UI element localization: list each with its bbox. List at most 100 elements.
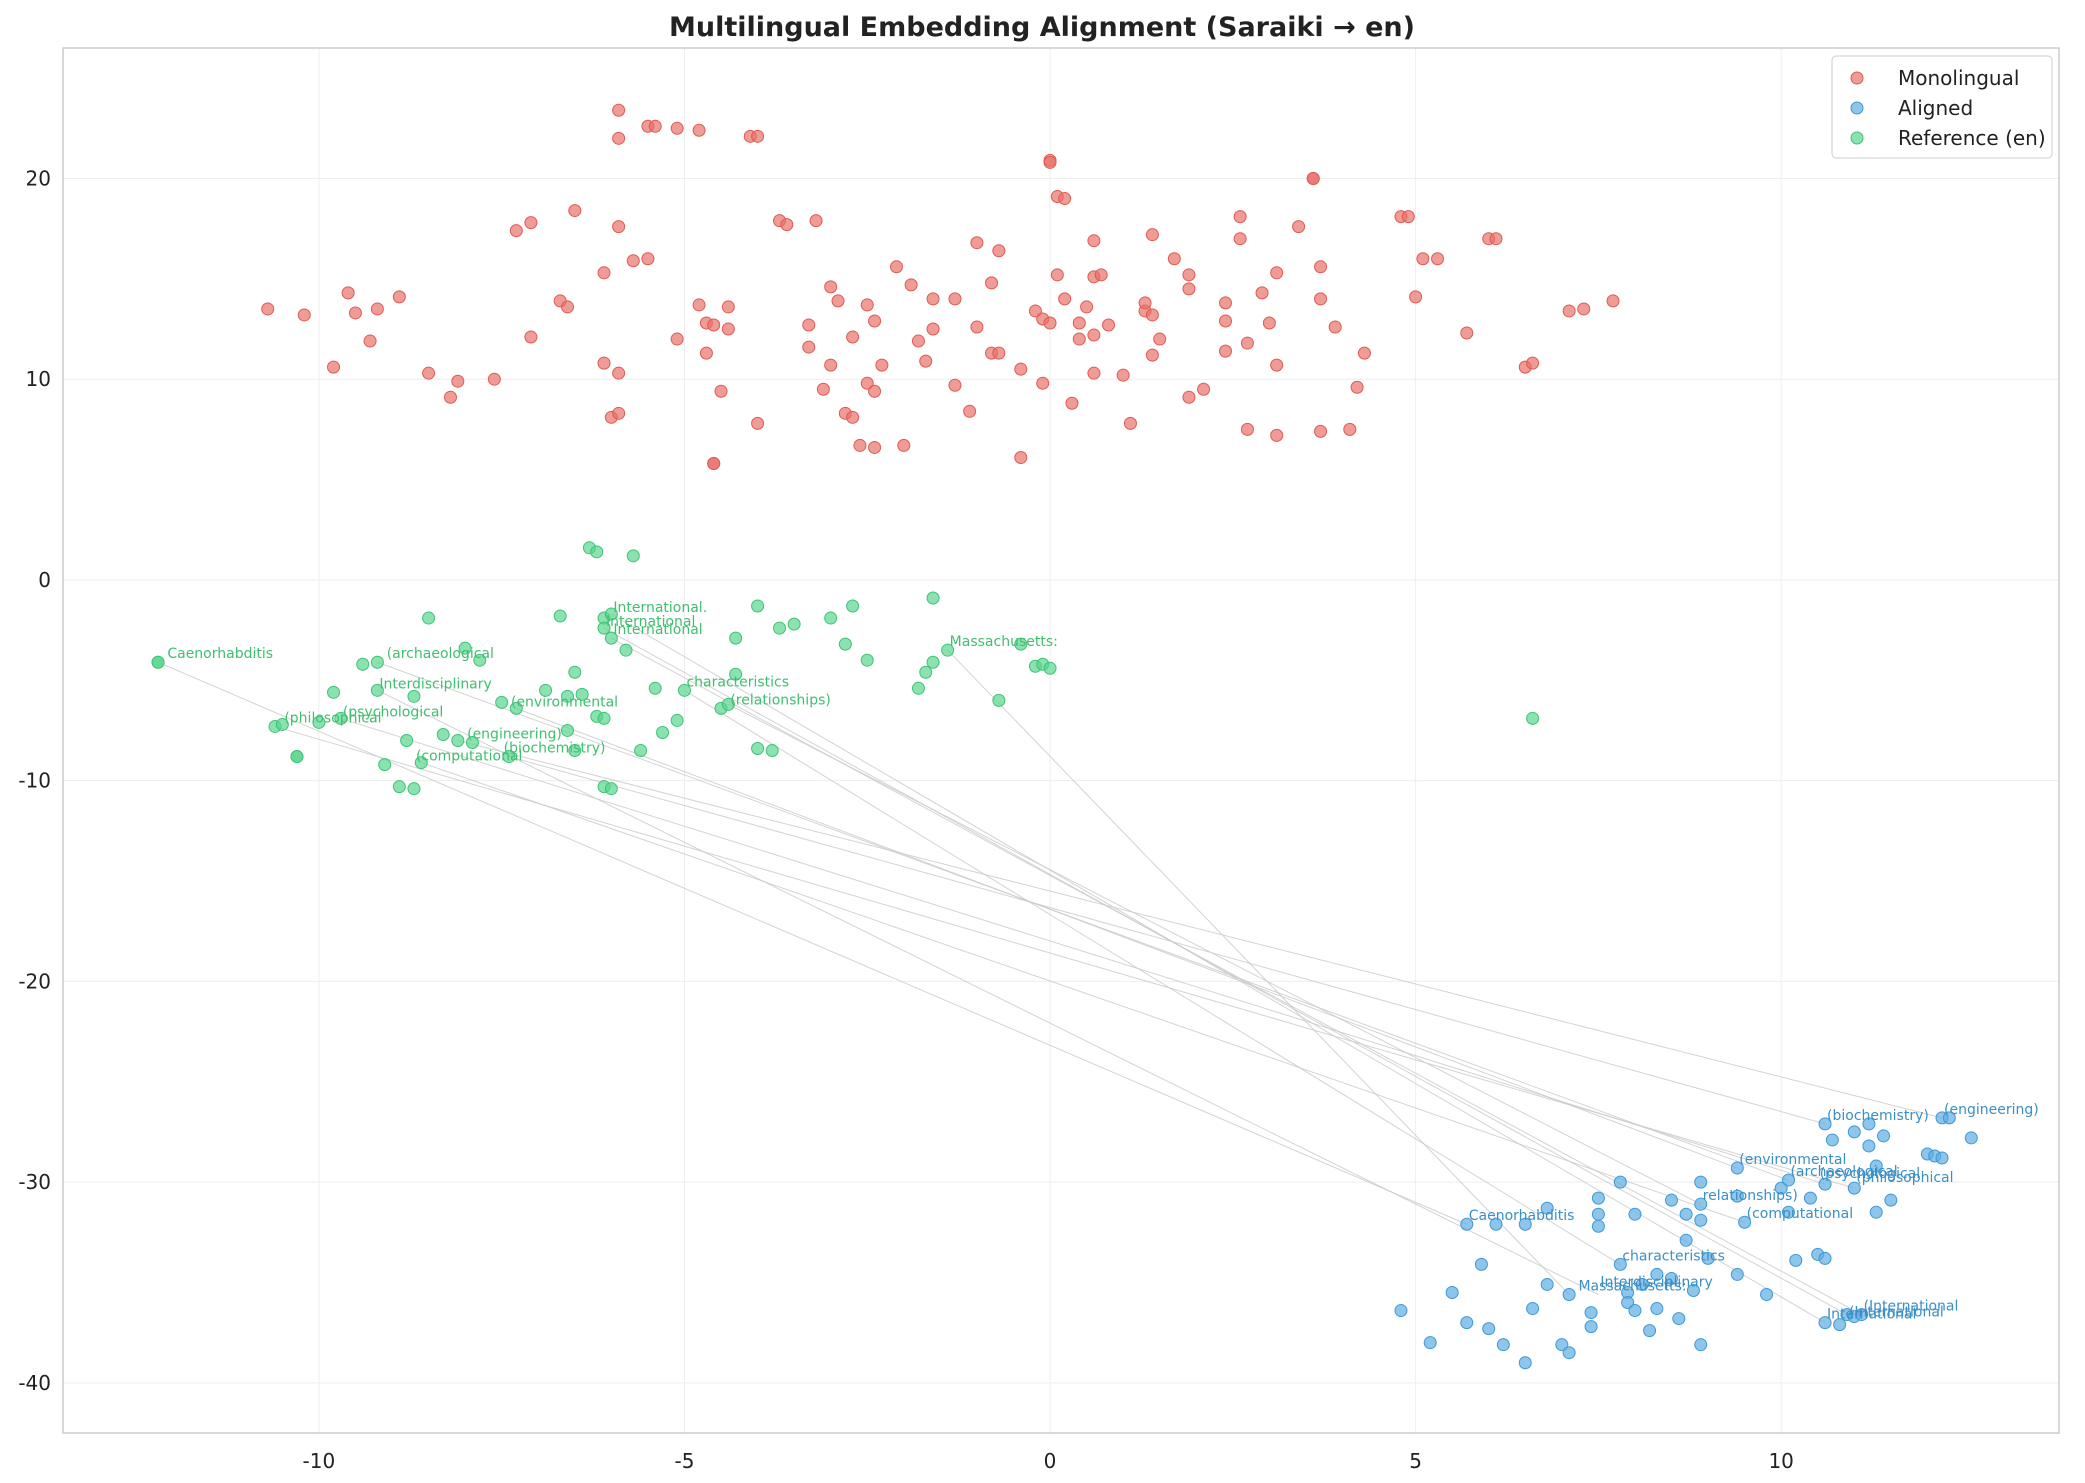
reference-point — [1014, 637, 1028, 651]
aligned-annotation: (International — [1849, 1305, 1944, 1321]
reference-point — [473, 653, 487, 667]
reference-point — [1043, 661, 1057, 675]
legend-item-monolingual: Monolingual — [1850, 66, 2019, 90]
aligned-point — [1942, 1111, 1956, 1125]
reference-annotation: (philosophical — [284, 710, 381, 726]
monolingual-point — [780, 218, 794, 232]
monolingual-point — [911, 334, 925, 348]
reference-point — [400, 734, 414, 747]
aligned-point — [1679, 1233, 1693, 1247]
legend: Monolingual Aligned Reference (en) — [1831, 55, 2053, 159]
monolingual-point — [926, 322, 940, 336]
monolingual-point — [297, 308, 311, 322]
monolingual-point — [1072, 316, 1086, 330]
monolingual-point — [1270, 428, 1284, 442]
aligned-point — [1855, 1308, 1869, 1322]
aligned-annotation: (biochemistry) — [1827, 1108, 1929, 1124]
reference-point — [597, 621, 611, 635]
reference-point — [575, 687, 589, 701]
monolingual-point — [1145, 348, 1159, 362]
reference-point — [670, 713, 684, 727]
reference-annotation: International. — [613, 600, 707, 616]
monolingual-point — [1343, 422, 1357, 436]
monolingual-point — [1577, 302, 1591, 316]
reference-point — [392, 780, 406, 794]
alignment-connector — [340, 717, 1826, 1185]
legend-marker-monolingual — [1850, 71, 1864, 85]
monolingual-point — [1314, 292, 1328, 306]
monolingual-point — [860, 298, 874, 312]
aligned-point — [1818, 1117, 1832, 1131]
reference-point — [787, 617, 801, 631]
monolingual-point — [641, 252, 655, 266]
reference-annotation: Caenorhabditis — [167, 646, 273, 662]
aligned-point — [1884, 1193, 1898, 1207]
aligned-point — [1628, 1207, 1642, 1221]
monolingual-point — [751, 416, 765, 430]
monolingual-point — [626, 254, 640, 268]
monolingual-point — [1065, 396, 1079, 410]
reference-point — [824, 611, 838, 625]
reference-point — [648, 681, 662, 695]
monolingual-point — [1606, 294, 1620, 308]
aligned-point — [1584, 1306, 1598, 1320]
monolingual-point — [707, 318, 721, 332]
point-annotations: Caenorhabditis (archaeological Interdiscip… — [167, 600, 2038, 1323]
aligned-point — [1664, 1271, 1678, 1285]
x-axis-ticks: -10 -5 0 5 10 — [303, 1449, 1794, 1473]
aligned-point — [1781, 1205, 1795, 1219]
aligned-point — [1833, 1318, 1847, 1332]
alignment-connector — [684, 689, 1621, 1265]
reference-annotation: (archaeological — [387, 646, 494, 662]
aligned-point — [1460, 1316, 1474, 1330]
reference-point — [1526, 711, 1540, 725]
aligned-point — [1730, 1267, 1744, 1281]
monolingual-point — [348, 306, 362, 320]
aligned-point — [1738, 1215, 1752, 1229]
aligned-annotation: Caenorhabditis — [1469, 1208, 1575, 1224]
y-tick-label: -20 — [18, 969, 51, 993]
aligned-point — [1694, 1213, 1708, 1227]
monolingual-point — [524, 330, 538, 344]
reference-point — [992, 693, 1006, 707]
reference-annotation: characteristics — [686, 674, 789, 690]
aligned-point — [1760, 1288, 1774, 1301]
aligned-point — [1818, 1177, 1832, 1191]
monolingual-point — [1401, 210, 1415, 224]
y-tick-label: 20 — [26, 166, 51, 190]
aligned-point — [1555, 1338, 1569, 1352]
aligned-point — [1694, 1175, 1708, 1189]
monolingual-point — [1080, 300, 1094, 314]
aligned-point — [1635, 1277, 1649, 1291]
aligned-point — [1540, 1277, 1554, 1291]
monolingual-point — [612, 366, 626, 380]
aligned-point — [1847, 1181, 1861, 1195]
reference-point — [275, 717, 289, 731]
aligned-point — [1628, 1304, 1642, 1318]
reference-annotation: (psychological — [343, 704, 443, 720]
reference-point — [553, 609, 567, 623]
monolingual-point — [370, 302, 384, 316]
aligned-annotation: (computational — [1747, 1206, 1853, 1222]
reference-point — [378, 758, 392, 772]
aligned-point — [1818, 1316, 1832, 1330]
monolingual-point — [1197, 382, 1211, 396]
reference-point — [729, 667, 743, 681]
monolingual-point — [1014, 450, 1028, 464]
series-reference — [151, 541, 1540, 796]
reference-annotation: International — [613, 622, 702, 638]
legend-item-reference: Reference (en) — [1850, 126, 2046, 150]
aligned-point — [1540, 1201, 1554, 1215]
reference-point — [751, 599, 765, 613]
alignment-connector — [947, 649, 1570, 1295]
monolingual-point — [1489, 232, 1503, 246]
monolingual-point — [963, 404, 977, 418]
legend-label-aligned: Aligned — [1898, 96, 1973, 120]
reference-point — [312, 715, 326, 729]
reference-point — [560, 723, 574, 737]
legend-marker-aligned — [1850, 101, 1864, 115]
aligned-annotation: (philosophical — [1856, 1170, 1953, 1186]
monolingual-point — [1182, 282, 1196, 296]
reference-point — [151, 655, 165, 669]
reference-point — [422, 611, 436, 625]
